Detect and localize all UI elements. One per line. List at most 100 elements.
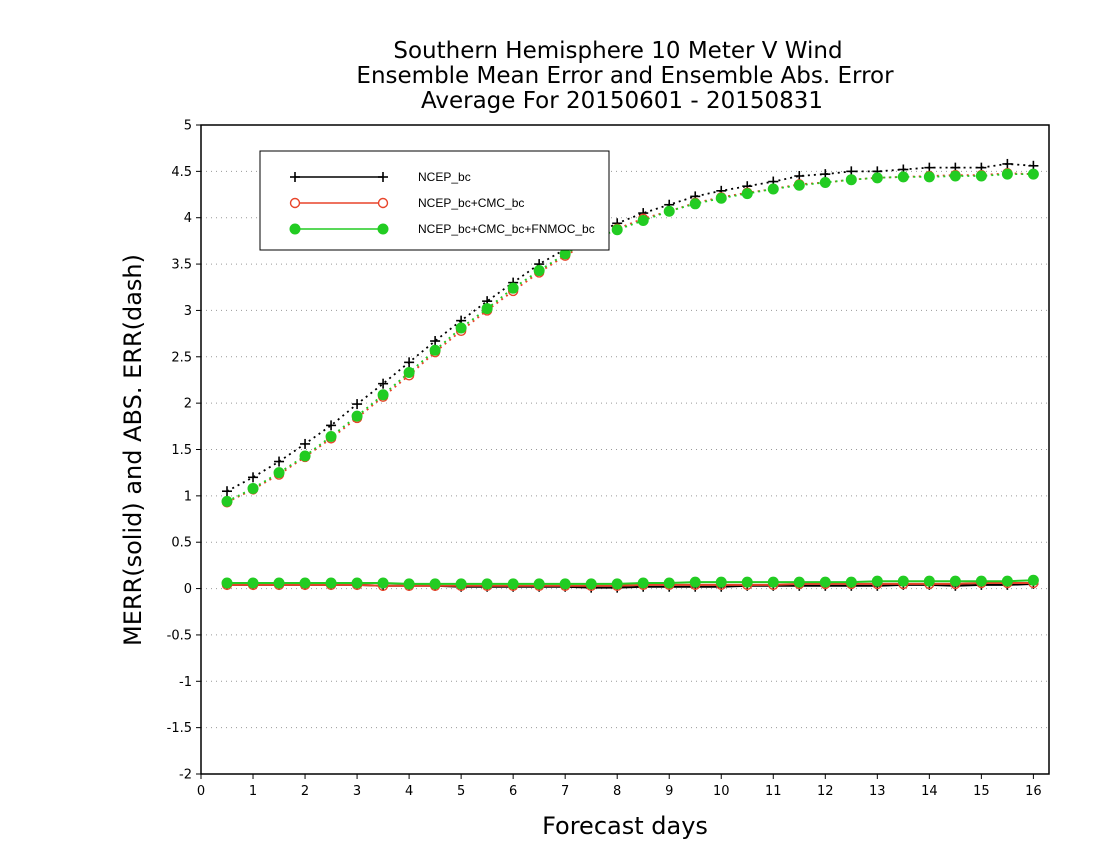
merr-point — [429, 578, 441, 590]
y-tick-label: 1.5 — [171, 443, 192, 458]
merr-point — [871, 575, 883, 587]
merr-point — [975, 575, 987, 587]
abs-err-point — [247, 482, 259, 494]
merr-point — [325, 577, 337, 589]
abs-err-point — [429, 344, 441, 356]
merr-point — [741, 576, 753, 588]
abs-err-point — [273, 467, 285, 479]
abs-err-point — [248, 472, 259, 483]
legend-marker — [289, 197, 301, 209]
abs-err-point — [741, 188, 753, 200]
abs-err-point — [689, 198, 701, 210]
merr-point — [637, 577, 649, 589]
x-tick-label: 4 — [405, 784, 413, 799]
legend-item: NCEP_bc+CMC_bc+FNMOC_bc — [289, 222, 595, 236]
x-tick-label: 5 — [457, 784, 465, 799]
plot-frame — [200, 124, 1050, 775]
abs-err-point — [897, 171, 909, 183]
merr-point — [1027, 574, 1039, 586]
legend-marker — [377, 223, 389, 235]
abs-err-point — [455, 322, 467, 334]
abs-err-point — [975, 170, 987, 182]
x-tick-label: 0 — [197, 784, 205, 799]
legend-marker — [289, 223, 301, 235]
merr-point — [819, 576, 831, 588]
y-axis-title: MERR(solid) and ABS. ERR(dash) — [119, 254, 147, 646]
plot-series — [221, 158, 1039, 593]
y-tick-label: -0.5 — [167, 628, 192, 643]
y-tick-label: 4 — [184, 211, 192, 226]
abs-err-point — [1001, 168, 1013, 180]
abs-err-point — [923, 171, 935, 183]
abs-err-point — [715, 192, 727, 204]
merr-point — [377, 577, 389, 589]
abs-err-point — [377, 389, 389, 401]
abs-err-point — [403, 367, 415, 379]
title-line-2: Ensemble Mean Error and Ensemble Abs. Er… — [356, 63, 894, 89]
x-tick-label: 12 — [817, 784, 834, 799]
abs-err-point — [767, 183, 779, 195]
abs-err-point — [819, 176, 831, 188]
merr-point — [949, 575, 961, 587]
abs-err-point — [326, 420, 337, 431]
abs-err-point — [404, 357, 415, 368]
y-tick-label: 3 — [184, 304, 192, 319]
y-tick-label: 2 — [184, 397, 192, 412]
merr-point — [689, 576, 701, 588]
merr-point — [845, 576, 857, 588]
x-tick-label: 16 — [1025, 784, 1042, 799]
y-tick-label: 0.5 — [171, 536, 192, 551]
abs-err-point — [845, 174, 857, 186]
legend-label: NCEP_bc+CMC_bc — [418, 196, 524, 210]
merr-point — [247, 577, 259, 589]
merr-point — [455, 578, 467, 590]
merr-point — [715, 576, 727, 588]
series-2 — [221, 168, 1039, 590]
merr-point — [299, 577, 311, 589]
merr-point — [897, 575, 909, 587]
merr-point — [221, 577, 233, 589]
merr-point — [767, 576, 779, 588]
legend-marker — [378, 172, 388, 182]
y-tick-label: 4.5 — [171, 165, 192, 180]
x-tick-label: 8 — [613, 784, 621, 799]
legend-box — [259, 150, 610, 251]
chart-title: Southern Hemisphere 10 Meter V Wind Ense… — [356, 38, 894, 114]
title-line-1: Southern Hemisphere 10 Meter V Wind — [393, 38, 842, 64]
abs-err-point — [430, 336, 441, 347]
merr-point — [1001, 575, 1013, 587]
x-tick-label: 1 — [249, 784, 257, 799]
abs-err-point — [507, 282, 519, 294]
abs-err-point — [1027, 168, 1039, 180]
y-tick-label: 1 — [184, 489, 192, 504]
x-tick-label: 14 — [921, 784, 938, 799]
abs-err-point — [533, 265, 545, 277]
x-tick-label: 7 — [561, 784, 569, 799]
title-line-3: Average For 20150601 - 20150831 — [421, 88, 823, 114]
merr-point — [351, 577, 363, 589]
abs-err-point — [274, 456, 285, 467]
x-tick-label: 15 — [973, 784, 990, 799]
x-axis-title: Forecast days — [542, 812, 708, 840]
abs-err-point — [352, 399, 363, 410]
legend-label: NCEP_bc+CMC_bc+FNMOC_bc — [418, 222, 595, 236]
x-tick-label: 10 — [713, 784, 730, 799]
legend-item: NCEP_bc — [290, 170, 471, 184]
merr-point — [585, 578, 597, 590]
merr-point — [559, 578, 571, 590]
x-tick-label: 6 — [509, 784, 517, 799]
x-tick-label: 9 — [665, 784, 673, 799]
abs-err-point — [949, 170, 961, 182]
abs-err-point — [793, 179, 805, 191]
merr-point — [481, 578, 493, 590]
merr-point — [793, 576, 805, 588]
legend-label: NCEP_bc — [418, 170, 471, 184]
abs-err-point — [481, 303, 493, 315]
merr-point — [663, 577, 675, 589]
x-tick-label: 3 — [353, 784, 361, 799]
abs-err-point — [300, 438, 311, 449]
abs-err-point — [325, 431, 337, 443]
abs-err-point — [221, 495, 233, 507]
y-tick-label: 0 — [184, 582, 192, 597]
